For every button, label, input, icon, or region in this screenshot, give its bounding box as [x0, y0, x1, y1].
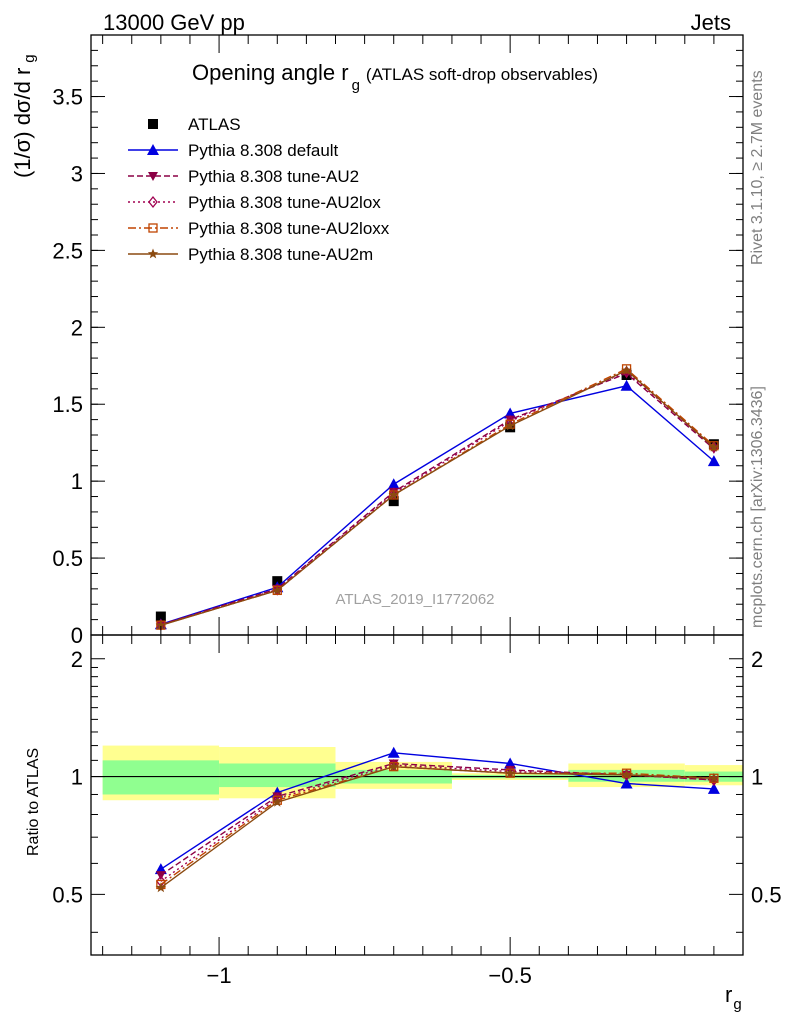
legend-marker-AU2loxx: [148, 223, 158, 233]
ratio-point-AU2m: [388, 761, 399, 772]
data-point-atlas: [155, 611, 166, 622]
legend-label-default: Pythia 8.308 default: [188, 141, 339, 160]
y-tick-label: 1: [71, 469, 83, 494]
legend-marker-atlas: [148, 119, 158, 129]
series-line-AU2: [160, 372, 715, 626]
legend-label-AU2: Pythia 8.308 tune-AU2: [188, 167, 359, 186]
series-line-AU2loxx: [160, 368, 715, 626]
data-point-AU2m: [272, 584, 283, 595]
y-tick-label: 0.5: [52, 546, 83, 571]
y-tick-label: 2: [71, 315, 83, 340]
y-tick-label: 3.5: [52, 85, 83, 110]
data-point-atlas: [388, 496, 399, 507]
main-ylabel: (1/σ) dσ/d rg: [10, 54, 38, 178]
data-point-default: [707, 455, 720, 467]
ratio-ylabel: Ratio to ATLAS: [25, 748, 42, 856]
ratio-point-AU2m: [621, 769, 632, 780]
main-title: Opening angle rg(ATLAS soft-drop observa…: [192, 60, 598, 94]
ratio-line-default: [160, 752, 714, 870]
x-tick-label: −1: [207, 963, 232, 988]
series-line-AU2m: [160, 369, 715, 626]
ratio-y-tick-label-right: 2: [751, 647, 763, 672]
ratio-y-tick-label: 2: [71, 647, 83, 672]
legend-label-atlas: ATLAS: [188, 115, 241, 134]
rivet-version-note: Rivet 3.1.10, ≥ 2.7M events: [749, 70, 766, 265]
legend-marker-AU2lox: [148, 195, 158, 209]
band-inner: [102, 760, 220, 795]
x-tick-label: −0.5: [488, 963, 531, 988]
data-point-default: [620, 379, 633, 391]
ratio-uncertainty-bands: [91, 745, 743, 801]
series-line-default: [160, 385, 715, 625]
mcplots-note: mcplots.cern.ch [arXiv:1306.3436]: [749, 386, 766, 628]
legend-marker-AU2m: [147, 248, 159, 259]
ratio-point-default: [620, 777, 633, 789]
ratio-line-AU2m: [160, 765, 714, 889]
collision-label: 13000 GeV pp: [103, 10, 245, 35]
ratio-point-AU2m: [272, 796, 283, 807]
analysis-watermark: ATLAS_2019_I1772062: [335, 591, 494, 608]
y-tick-label: 0: [71, 623, 83, 648]
ratio-xlabel: rg: [725, 982, 742, 1013]
ratio-point-default: [387, 746, 400, 758]
data-point-AU2m: [388, 489, 399, 500]
legend-label-AU2m: Pythia 8.308 tune-AU2m: [188, 245, 373, 264]
ratio-series-group: [154, 746, 720, 893]
ratio-point-default: [707, 782, 720, 794]
ratio-y-tick-label: 1: [71, 765, 83, 790]
main-series-group: [154, 364, 720, 631]
data-point-AU2m: [621, 364, 632, 375]
legend-marker-default: [147, 144, 159, 155]
legend: ATLAS Pythia 8.308 default Pythia 8.308 tu…: [128, 115, 390, 264]
data-point-AU2m: [708, 441, 720, 452]
process-label: Jets: [691, 10, 731, 35]
legend-label-AU2loxx: Pythia 8.308 tune-AU2loxx: [188, 219, 390, 238]
ratio-axes: −1 −0.5 0.5 0.5 1 1 2 2: [52, 634, 782, 988]
y-tick-label: 1.5: [52, 392, 83, 417]
data-point-AU2m: [504, 420, 516, 431]
legend-marker-AU2: [148, 172, 158, 181]
y-tick-label: 2.5: [52, 238, 83, 263]
ratio-y-tick-label: 0.5: [52, 882, 83, 907]
ratio-point-default: [504, 757, 517, 769]
ratio-point-AU2m: [155, 882, 167, 893]
legend-label-AU2lox: Pythia 8.308 tune-AU2lox: [188, 193, 381, 212]
ratio-y-tick-label-right: 0.5: [751, 882, 782, 907]
ratio-point-AU2lox: [505, 765, 515, 778]
data-point-default: [387, 478, 400, 490]
band-inner: [219, 763, 336, 788]
ratio-point-AU2m: [708, 772, 720, 783]
data-point-AU2m: [155, 619, 167, 630]
main-axes: 0 0.5 1 1.5 2 2.5 3 3.5: [52, 34, 744, 648]
series-line-AU2lox: [160, 371, 715, 626]
ratio-frame: [90, 634, 744, 956]
y-tick-label: 3: [71, 161, 83, 186]
ratio-point-AU2m: [504, 767, 516, 778]
ratio-y-tick-label-right: 1: [751, 765, 763, 790]
data-point-atlas: [272, 576, 283, 587]
